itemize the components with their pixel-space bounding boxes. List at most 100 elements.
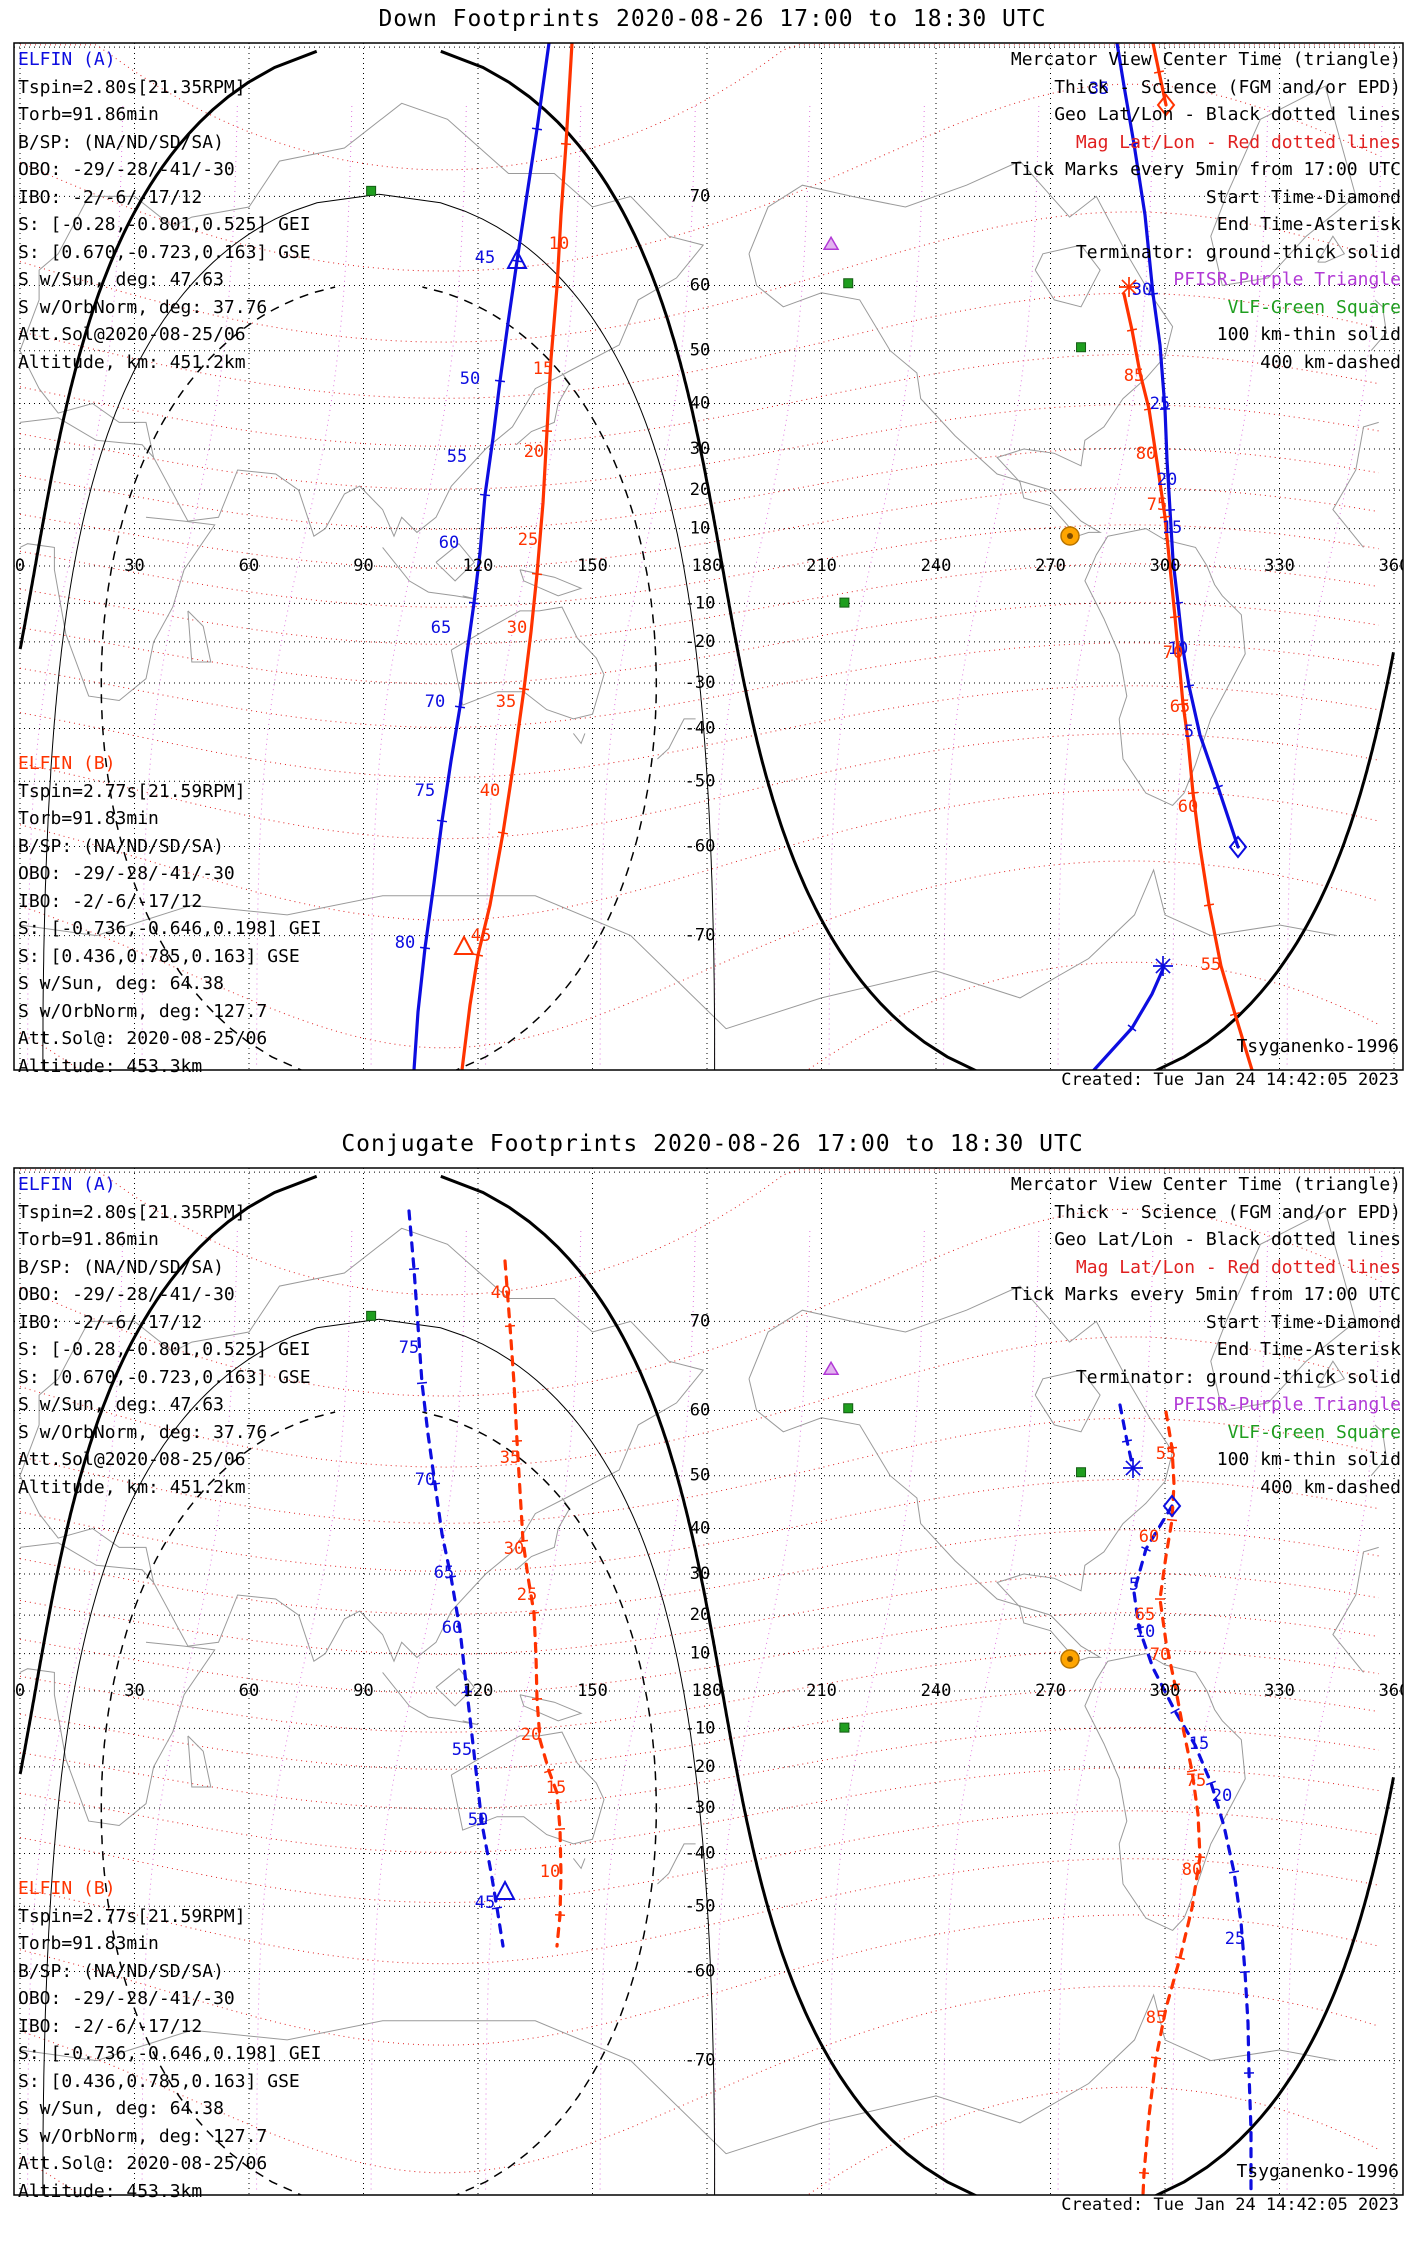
purple-triangle-station xyxy=(822,235,840,250)
minute-label: 70 xyxy=(1150,1645,1170,1665)
minute-label: 15 xyxy=(1189,1734,1209,1754)
elfin-a-track xyxy=(1092,967,1165,1070)
five-min-tick xyxy=(461,1690,473,1694)
purple-triangle-station xyxy=(822,1360,840,1375)
field-model-label: Tsyganenko-1996 xyxy=(1236,1036,1399,1057)
five-min-tick xyxy=(472,953,484,957)
info-line: S w/Sun, deg: 47.63 xyxy=(18,1394,224,1415)
elfin-a-info-block: ELFIN (A) Tspin=2.80s[21.35RPM] Torb=91.86… xyxy=(18,46,311,376)
five-min-tick xyxy=(1153,70,1165,74)
five-min-tick xyxy=(1164,508,1176,512)
minute-label: 5 xyxy=(1184,722,1194,742)
minute-label: 55 xyxy=(1156,1444,1176,1464)
info-line: Altitude: 453.3km xyxy=(18,2180,203,2202)
five-min-tick xyxy=(497,831,509,835)
minute-label: 80 xyxy=(1136,444,1156,464)
info-line: OBO: -29/-28/-41/-30 xyxy=(18,1988,235,2009)
five-min-tick xyxy=(1128,142,1140,146)
legend-line: Terminator: ground-thick solid xyxy=(1075,1366,1401,1388)
center-time-triangle-marker xyxy=(453,934,475,955)
five-min-tick xyxy=(1169,1683,1181,1687)
five-min-tick xyxy=(1159,515,1171,519)
longitude-label: 360 xyxy=(1379,1681,1410,1701)
longitude-label: 180 xyxy=(692,1681,723,1701)
legend-line: Thick - Science (FGM and/or EPD) xyxy=(1054,76,1401,98)
five-min-tick xyxy=(517,1539,529,1543)
legend-line: Start Time-Diamond xyxy=(1205,186,1401,208)
legend-line: PFISR-Purple Triangle xyxy=(1173,1394,1401,1415)
legend-line: 100 km-thin solid xyxy=(1216,1449,1401,1470)
minute-label: 25 xyxy=(518,530,538,550)
start-time-diamond-marker xyxy=(1156,93,1176,117)
latitude-label: -40 xyxy=(685,718,716,738)
info-line: S w/OrbNorm, deg: 127.7 xyxy=(18,2125,268,2147)
latitude-label: 60 xyxy=(690,275,710,295)
info-line: IBO: -2/-6/-17/12 xyxy=(18,2015,203,2037)
legend-line: Thick - Science (FGM and/or EPD) xyxy=(1054,1201,1401,1223)
five-min-tick xyxy=(1177,702,1189,706)
minute-label: 60 xyxy=(439,533,459,553)
time-markers xyxy=(453,93,1248,976)
minute-label: 60 xyxy=(1139,1527,1159,1547)
latitude-label: -30 xyxy=(685,1798,716,1818)
info-line: B/SP: (NA/ND/SD/SA) xyxy=(18,1960,224,1982)
info-line: S: [0.436,0.785,0.163] GSE xyxy=(18,2070,300,2092)
five-min-tick xyxy=(528,1611,540,1615)
latitude-label: 40 xyxy=(690,394,710,414)
longitude-label: 150 xyxy=(577,556,608,576)
longitude-label: 210 xyxy=(806,556,837,576)
minute-label: 40 xyxy=(491,1283,511,1303)
legend-line: Start Time-Diamond xyxy=(1205,1311,1401,1333)
minute-label: 65 xyxy=(1170,697,1190,717)
conjugate-footprints-map: 75 70 65 60 55 50 45 5 10 15 20 25 40 35 30 25 20 15 10 55 6… xyxy=(13,1167,1410,2196)
info-line: Altitude, km: 451.2km xyxy=(18,351,246,373)
five-min-tick xyxy=(1194,1855,1206,1859)
minute-label: 20 xyxy=(1212,1786,1232,1806)
legend-line: Mag Lat/Lon - Red dotted lines xyxy=(1075,1256,1401,1278)
footprint-tracks xyxy=(407,1209,1255,2195)
longitude-label: 150 xyxy=(577,1681,608,1701)
minute-label: 65 xyxy=(1135,1605,1155,1625)
legend-line: Geo Lat/Lon - Black dotted lines xyxy=(1054,1229,1401,1250)
sun-marker-core xyxy=(1067,533,1073,539)
latitude-label: -60 xyxy=(685,837,716,857)
info-line: IBO: -2/-6/-17/12 xyxy=(18,1311,203,1333)
five-min-tick xyxy=(436,819,448,823)
created-timestamp: Created: Tue Jan 24 14:42:05 2023 xyxy=(1061,2195,1399,2215)
map-border xyxy=(13,1167,1404,2196)
vlf-station-square xyxy=(1076,1467,1087,1478)
minute-label: 85 xyxy=(1124,366,1144,386)
longitude-label: 240 xyxy=(921,1681,952,1701)
minute-label: 35 xyxy=(496,692,516,712)
five-min-tick xyxy=(1141,1546,1151,1552)
five-min-tick xyxy=(429,1482,441,1486)
info-line: Tspin=2.80s[21.35RPM] xyxy=(18,1201,246,1223)
info-line: Tspin=2.77s[21.59RPM] xyxy=(18,1905,246,1927)
minute-label: 75 xyxy=(1186,1771,1206,1791)
minute-label: 20 xyxy=(521,1725,541,1745)
info-line: S: [-0.28,-0.801,0.525] GEI xyxy=(18,214,311,235)
minute-label: 30 xyxy=(504,1539,524,1559)
latitude-label: 70 xyxy=(690,186,710,206)
minute-label: 10 xyxy=(1135,1622,1155,1642)
minute-label: 15 xyxy=(1162,518,1182,538)
five-min-tick xyxy=(1206,1780,1216,1786)
minute-label: 65 xyxy=(431,618,451,638)
info-line: OBO: -29/-28/-41/-30 xyxy=(18,159,235,180)
legend-line: 400 km-dashed xyxy=(1260,351,1401,373)
five-min-tick xyxy=(531,572,543,576)
minute-label: 20 xyxy=(524,442,544,462)
ground-stations xyxy=(366,185,1087,608)
minute-label: 65 xyxy=(434,1563,454,1583)
elfin-a-info-block: ELFIN (A) Tspin=2.80s[21.35RPM] Torb=91.86… xyxy=(18,1171,311,1501)
created-timestamp: Created: Tue Jan 24 14:42:05 2023 xyxy=(1061,1070,1399,1090)
elfin-a-track xyxy=(1115,43,1240,849)
elfin-b-track xyxy=(460,43,574,1070)
five-min-tick xyxy=(1186,1769,1198,1773)
map-legend: Mercator View Center Time (triangle) Thic… xyxy=(1011,1171,1401,1501)
latitude-label: 70 xyxy=(690,1311,710,1331)
five-min-tick xyxy=(1228,1870,1240,1874)
longitude-label: 180 xyxy=(692,556,723,576)
elfin-b-track xyxy=(503,1259,563,1948)
